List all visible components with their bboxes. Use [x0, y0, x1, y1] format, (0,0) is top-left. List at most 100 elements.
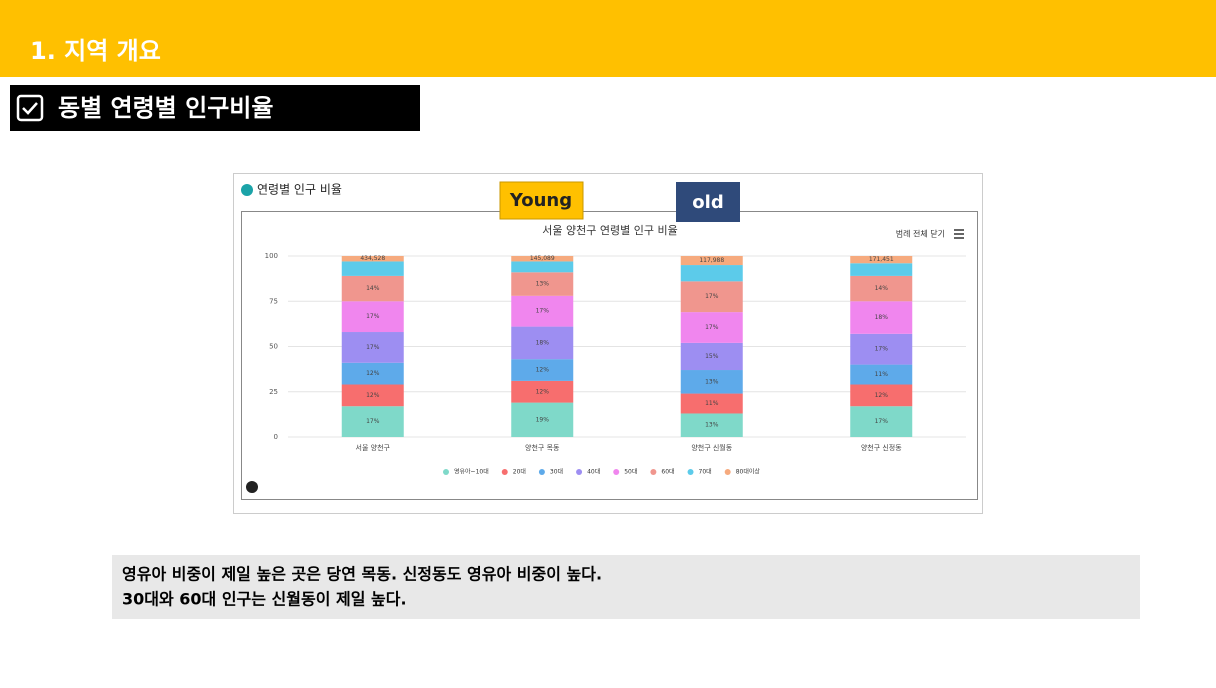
- legend-marker: [443, 469, 449, 475]
- bar-segment: [511, 295, 574, 327]
- legend-label: 80대이상: [736, 468, 761, 476]
- bar-segment: [850, 364, 913, 385]
- legend-marker: [650, 469, 657, 475]
- bar-segment: [850, 333, 913, 365]
- bar-segment: [511, 326, 574, 360]
- panel-icon: [241, 184, 253, 196]
- data-label: 14%: [366, 285, 380, 292]
- data-label: 17%: [875, 418, 889, 425]
- section-title: 1. 지역 개요: [30, 37, 161, 65]
- data-label: 11%: [875, 371, 889, 378]
- legend-marker: [724, 469, 731, 475]
- bar-segment: [341, 261, 404, 276]
- logo: [246, 481, 258, 493]
- bar-segment: [511, 359, 574, 381]
- legend-marker: [501, 469, 508, 475]
- bar-segment: [850, 406, 913, 437]
- menu-icon[interactable]: [954, 229, 964, 239]
- y-tick-label: 25: [269, 388, 278, 396]
- young-callout: [499, 181, 584, 220]
- data-label: 12%: [875, 392, 889, 399]
- legend-label: 60대: [661, 468, 674, 476]
- data-label: 13%: [705, 378, 719, 385]
- legend-marker: [538, 469, 545, 475]
- bar-segment: [341, 384, 404, 407]
- bar-segment: [680, 265, 743, 282]
- legend-label: 영유아~10대: [454, 468, 489, 476]
- bar-segment: [341, 301, 404, 333]
- bar-segment: [511, 380, 574, 403]
- subtitle: 동별 연령별 인구비율: [58, 94, 273, 122]
- y-tick-label: 50: [269, 343, 278, 351]
- bar-segment: [680, 281, 743, 313]
- total-label: 434,528: [360, 255, 385, 262]
- data-label: 13%: [705, 422, 719, 429]
- x-tick-label: 양천구 신월동: [691, 443, 732, 452]
- total-label: 171,451: [869, 256, 894, 263]
- bar-segment: [511, 402, 574, 437]
- checkbox-icon: [16, 94, 44, 122]
- old-callout: [676, 182, 740, 222]
- legend-marker: [576, 469, 583, 475]
- data-label: 18%: [536, 339, 550, 346]
- data-label: 12%: [366, 392, 380, 399]
- bar-segment: [680, 393, 743, 414]
- data-label: 17%: [536, 308, 550, 315]
- total-label: 145,089: [530, 255, 555, 262]
- young-label: Young: [509, 190, 572, 211]
- bar-segment: [511, 256, 574, 262]
- panel-title: 연령별 인구 비율: [257, 183, 342, 197]
- data-label: 11%: [705, 400, 719, 407]
- data-label: 13%: [536, 281, 550, 288]
- bar-segment: [341, 256, 404, 262]
- data-label: 17%: [366, 418, 380, 425]
- data-label: 12%: [366, 370, 380, 377]
- bar-segment: [341, 362, 404, 385]
- legend-label: 70대: [699, 468, 712, 476]
- bar-segment: [850, 263, 913, 276]
- legend-label: 30대: [550, 468, 563, 476]
- legend-label: 50대: [624, 468, 637, 476]
- data-label: 17%: [705, 293, 719, 300]
- bar-segment: [341, 406, 404, 437]
- data-label: 19%: [536, 416, 550, 423]
- x-tick-label: 양천구 신정동: [861, 443, 902, 452]
- y-tick-label: 75: [269, 297, 278, 305]
- bar-segment: [680, 342, 743, 371]
- bar-segment: [511, 261, 574, 273]
- legend-marker: [687, 469, 694, 475]
- data-label: 17%: [366, 344, 380, 351]
- y-tick-label: 0: [274, 433, 278, 441]
- data-label: 17%: [875, 346, 889, 353]
- bar-segment: [511, 272, 574, 296]
- legend-label: 40대: [587, 468, 600, 476]
- bar-segment: [341, 332, 404, 363]
- data-label: 17%: [705, 324, 719, 331]
- data-label: 12%: [536, 367, 550, 374]
- bar-segment: [680, 413, 743, 437]
- bar-segment: [850, 256, 913, 264]
- bar-segment: [341, 275, 404, 302]
- bar-segment: [680, 256, 743, 266]
- bar-segment: [850, 275, 913, 302]
- data-label: 14%: [875, 285, 889, 292]
- note-line: 영유아 비중이 제일 높은 곳은 당연 목동. 신정동도 영유아 비중이 높다.: [122, 565, 602, 584]
- x-tick-label: 양천구 목동: [525, 443, 560, 452]
- subtitle-box: [10, 85, 420, 131]
- bar-segment: [680, 370, 743, 394]
- bar-segment: [850, 384, 913, 407]
- header-bar: [0, 0, 1216, 77]
- check-mark: [22, 102, 38, 115]
- data-label: 18%: [875, 314, 889, 321]
- x-tick-label: 서울 양천구: [356, 443, 391, 452]
- bar-segment: [680, 312, 743, 343]
- chart-title: 서울 양천구 연령별 인구 비율: [542, 223, 677, 237]
- data-label: 12%: [536, 388, 550, 395]
- data-label: 17%: [366, 313, 380, 320]
- total-label: 117,988: [699, 257, 724, 264]
- legend-toggle[interactable]: 범례 전체 닫기: [896, 229, 945, 239]
- legend-marker: [613, 469, 620, 475]
- note-box: [112, 555, 1140, 619]
